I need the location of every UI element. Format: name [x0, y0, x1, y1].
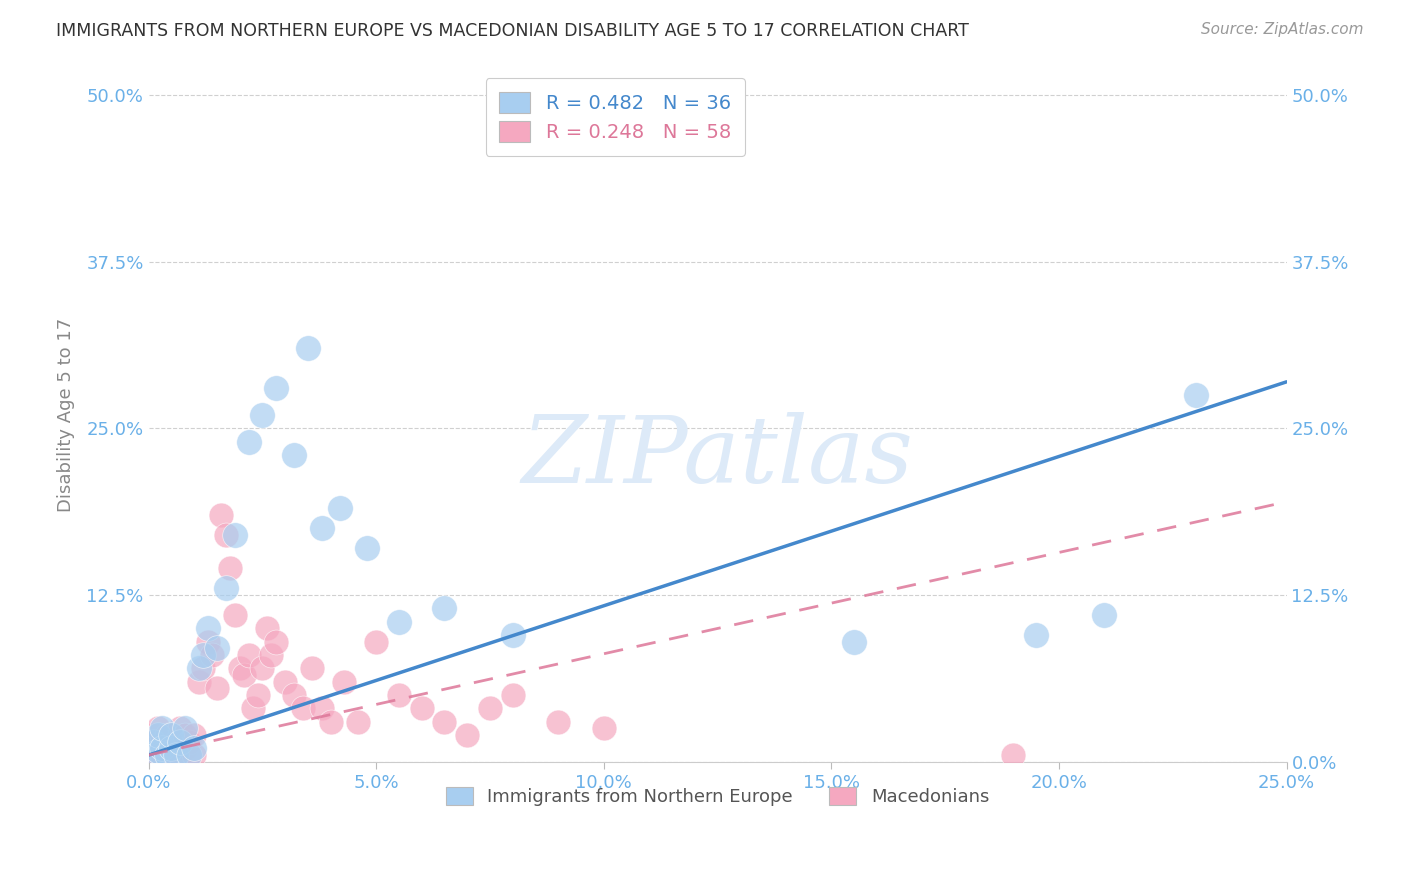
- Point: [388, 615, 411, 629]
- Point: [311, 521, 333, 535]
- Point: [224, 528, 246, 542]
- Point: [547, 714, 569, 729]
- Point: [183, 748, 205, 763]
- Point: [156, 748, 179, 763]
- Point: [209, 508, 232, 523]
- Point: [1002, 748, 1025, 763]
- Point: [142, 748, 165, 763]
- Point: [150, 748, 173, 763]
- Point: [160, 728, 183, 742]
- Point: [456, 728, 478, 742]
- Point: [150, 741, 173, 756]
- Point: [174, 728, 197, 742]
- Point: [160, 728, 183, 742]
- Point: [187, 674, 209, 689]
- Point: [252, 408, 274, 422]
- Point: [283, 688, 305, 702]
- Y-axis label: Disability Age 5 to 17: Disability Age 5 to 17: [58, 318, 75, 512]
- Point: [638, 88, 661, 103]
- Point: [187, 661, 209, 675]
- Point: [238, 434, 260, 449]
- Legend: Immigrants from Northern Europe, Macedonians: Immigrants from Northern Europe, Macedon…: [437, 778, 998, 815]
- Point: [301, 661, 323, 675]
- Point: [842, 634, 865, 648]
- Point: [150, 735, 173, 749]
- Point: [433, 601, 456, 615]
- Point: [165, 735, 187, 749]
- Point: [165, 748, 187, 763]
- Point: [205, 641, 228, 656]
- Point: [433, 714, 456, 729]
- Point: [146, 748, 169, 763]
- Point: [283, 448, 305, 462]
- Point: [224, 608, 246, 623]
- Point: [252, 661, 274, 675]
- Point: [233, 668, 256, 682]
- Point: [1184, 388, 1206, 402]
- Point: [179, 748, 201, 763]
- Point: [297, 342, 319, 356]
- Text: IMMIGRANTS FROM NORTHERN EUROPE VS MACEDONIAN DISABILITY AGE 5 TO 17 CORRELATION: IMMIGRANTS FROM NORTHERN EUROPE VS MACED…: [56, 22, 969, 40]
- Point: [242, 701, 264, 715]
- Point: [411, 701, 433, 715]
- Point: [142, 728, 165, 742]
- Point: [502, 688, 524, 702]
- Text: Source: ZipAtlas.com: Source: ZipAtlas.com: [1201, 22, 1364, 37]
- Point: [179, 748, 201, 763]
- Point: [146, 722, 169, 736]
- Point: [183, 728, 205, 742]
- Point: [264, 634, 287, 648]
- Point: [174, 722, 197, 736]
- Point: [146, 728, 169, 742]
- Point: [142, 748, 165, 763]
- Point: [191, 648, 214, 662]
- Point: [274, 674, 297, 689]
- Point: [292, 701, 315, 715]
- Point: [160, 741, 183, 756]
- Point: [205, 681, 228, 696]
- Point: [228, 661, 250, 675]
- Point: [169, 748, 191, 763]
- Point: [215, 582, 238, 596]
- Point: [347, 714, 370, 729]
- Point: [156, 728, 179, 742]
- Text: ZIPatlas: ZIPatlas: [522, 412, 914, 501]
- Point: [388, 688, 411, 702]
- Point: [356, 541, 378, 556]
- Point: [260, 648, 283, 662]
- Point: [219, 561, 242, 575]
- Point: [142, 741, 165, 756]
- Point: [256, 622, 278, 636]
- Point: [169, 722, 191, 736]
- Point: [333, 674, 356, 689]
- Point: [165, 748, 187, 763]
- Point: [264, 382, 287, 396]
- Point: [179, 735, 201, 749]
- Point: [1025, 628, 1047, 642]
- Point: [146, 744, 169, 758]
- Point: [174, 741, 197, 756]
- Point: [197, 622, 219, 636]
- Point: [311, 701, 333, 715]
- Point: [197, 634, 219, 648]
- Point: [366, 634, 388, 648]
- Point: [150, 722, 173, 736]
- Point: [319, 714, 342, 729]
- Point: [142, 735, 165, 749]
- Point: [160, 741, 183, 756]
- Point: [191, 661, 214, 675]
- Point: [502, 628, 524, 642]
- Point: [478, 701, 501, 715]
- Point: [169, 735, 191, 749]
- Point: [246, 688, 269, 702]
- Point: [201, 648, 224, 662]
- Point: [183, 741, 205, 756]
- Point: [238, 648, 260, 662]
- Point: [1094, 608, 1116, 623]
- Point: [329, 501, 352, 516]
- Point: [592, 722, 614, 736]
- Point: [215, 528, 238, 542]
- Point: [156, 748, 179, 763]
- Point: [146, 735, 169, 749]
